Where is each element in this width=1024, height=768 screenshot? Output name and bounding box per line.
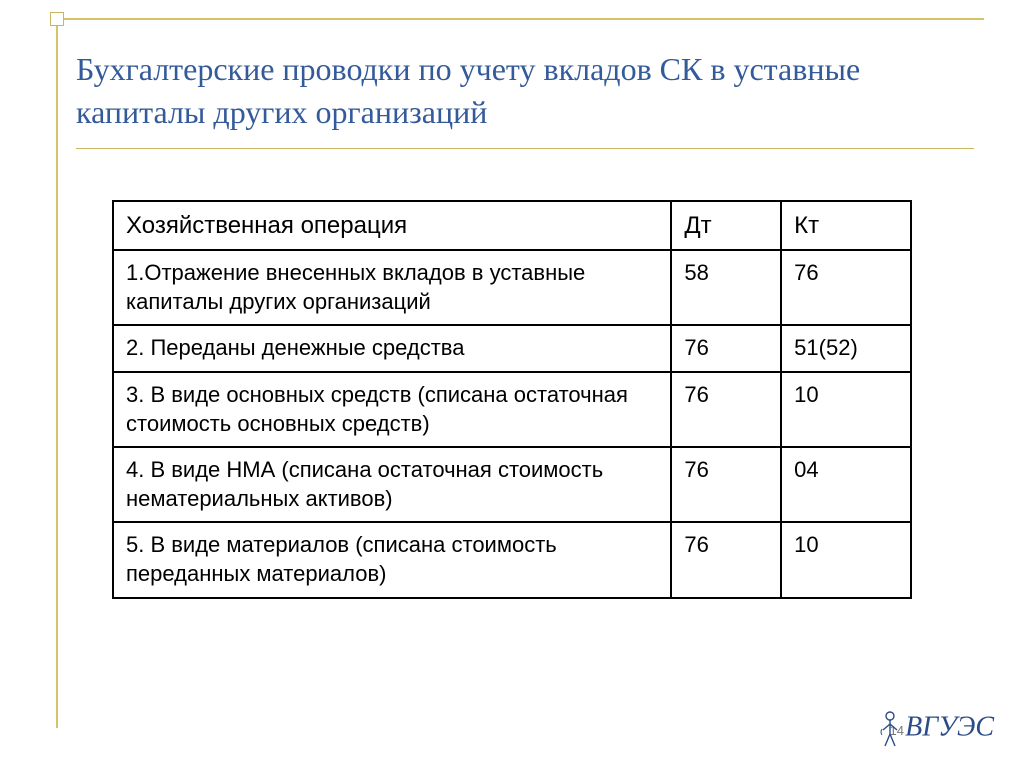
title-underline (76, 148, 974, 149)
cell-operation: 1.Отражение внесенных вкладов в уставные… (113, 250, 671, 325)
logo-figure-icon (877, 710, 903, 748)
left-rule (56, 18, 58, 728)
table-row: 5. В виде материалов (списана стоимость … (113, 522, 911, 597)
table-row: 4. В виде НМА (списана остаточная стоимо… (113, 447, 911, 522)
cell-dt: 76 (671, 372, 781, 447)
cell-operation: 5. В виде материалов (списана стоимость … (113, 522, 671, 597)
page-title: Бухгалтерские проводки по учету вкладов … (76, 48, 974, 134)
cell-operation: 2. Переданы денежные средства (113, 325, 671, 372)
cell-operation: 3. В виде основных средств (списана оста… (113, 372, 671, 447)
cell-dt: 76 (671, 447, 781, 522)
cell-kt: 10 (781, 372, 911, 447)
table-header-row: Хозяйственная операция Дт Кт (113, 201, 911, 250)
cell-operation: 4. В виде НМА (списана остаточная стоимо… (113, 447, 671, 522)
corner-ornament (50, 12, 64, 26)
table-row: 1.Отражение внесенных вкладов в уставные… (113, 250, 911, 325)
accounting-entries-table: Хозяйственная операция Дт Кт 1.Отражение… (112, 200, 912, 599)
table-row: 2. Переданы денежные средства 76 51(52) (113, 325, 911, 372)
cell-dt: 58 (671, 250, 781, 325)
cell-kt: 51(52) (781, 325, 911, 372)
col-header-operation: Хозяйственная операция (113, 201, 671, 250)
col-header-kt: Кт (781, 201, 911, 250)
logo: ВГУЭС (877, 710, 994, 748)
cell-kt: 76 (781, 250, 911, 325)
table-row: 3. В виде основных средств (списана оста… (113, 372, 911, 447)
cell-kt: 04 (781, 447, 911, 522)
logo-text: ВГУЭС (905, 711, 994, 742)
col-header-dt: Дт (671, 201, 781, 250)
cell-kt: 10 (781, 522, 911, 597)
cell-dt: 76 (671, 325, 781, 372)
top-rule (56, 18, 984, 20)
cell-dt: 76 (671, 522, 781, 597)
